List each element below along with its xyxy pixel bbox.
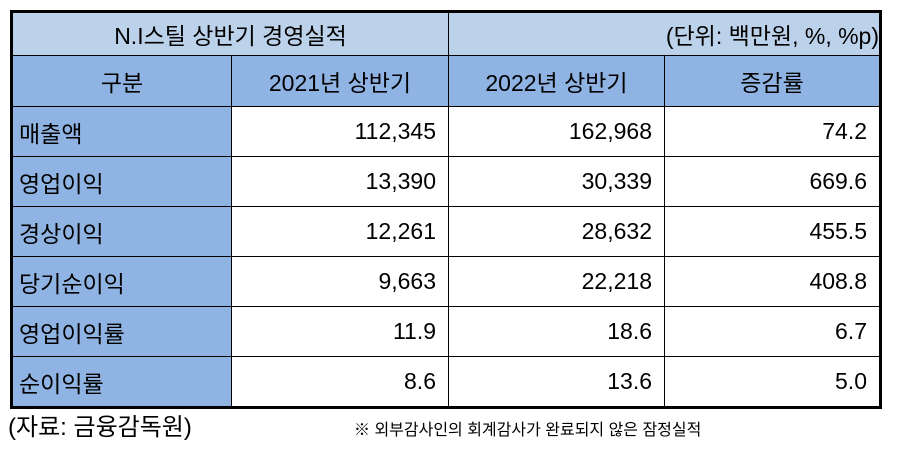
cell-value: 22,218	[448, 256, 665, 307]
cell-value: 5.0	[664, 356, 881, 408]
cell-value: 112,345	[231, 106, 449, 157]
cell-value: 74.2	[664, 106, 881, 157]
row-label: 당기순이익	[11, 256, 232, 307]
financial-results-table: N.I스틸 상반기 경영실적 (단위: 백만원, %, %p) 구분 2021년…	[10, 10, 882, 409]
unit-note: (단위: 백만원, %, %p)	[448, 11, 881, 56]
cell-value: 6.7	[664, 306, 881, 357]
cell-value: 162,968	[448, 106, 665, 157]
cell-value: 12,261	[231, 206, 449, 257]
column-header-category: 구분	[11, 55, 232, 107]
audit-footnote: ※ 외부감사인의 회계감사가 완료되지 않은 잠정실적	[354, 422, 702, 439]
cell-value: 13,390	[231, 156, 449, 207]
column-header-change: 증감률	[664, 55, 881, 107]
table-row: 매출액 112,345 162,968 74.2	[11, 106, 881, 157]
header-row: 구분 2021년 상반기 2022년 상반기 증감률	[11, 55, 881, 107]
cell-value: 9,663	[231, 256, 449, 307]
cell-value: 669.6	[664, 156, 881, 207]
column-header-2022h1: 2022년 상반기	[448, 55, 665, 107]
row-label: 순이익률	[11, 356, 232, 408]
column-header-2021h1: 2021년 상반기	[231, 55, 449, 107]
table-row: 영업이익 13,390 30,339 669.6	[11, 156, 881, 207]
table-title: N.I스틸 상반기 경영실적	[11, 11, 449, 56]
cell-value: 11.9	[231, 306, 449, 357]
title-row: N.I스틸 상반기 경영실적 (단위: 백만원, %, %p)	[11, 11, 881, 56]
row-label: 영업이익률	[11, 306, 232, 357]
row-label: 영업이익	[11, 156, 232, 207]
source-note: (자료: 금융감독원)	[8, 414, 192, 441]
row-label: 경상이익	[11, 206, 232, 257]
table-row: 순이익률 8.6 13.6 5.0	[11, 356, 881, 408]
cell-value: 18.6	[448, 306, 665, 357]
row-label: 매출액	[11, 106, 232, 157]
cell-value: 455.5	[664, 206, 881, 257]
table-row: 영업이익률 11.9 18.6 6.7	[11, 306, 881, 357]
table-row: 당기순이익 9,663 22,218 408.8	[11, 256, 881, 307]
cell-value: 8.6	[231, 356, 449, 408]
cell-value: 408.8	[664, 256, 881, 307]
cell-value: 28,632	[448, 206, 665, 257]
cell-value: 13.6	[448, 356, 665, 408]
cell-value: 30,339	[448, 156, 665, 207]
table-row: 경상이익 12,261 28,632 455.5	[11, 206, 881, 257]
